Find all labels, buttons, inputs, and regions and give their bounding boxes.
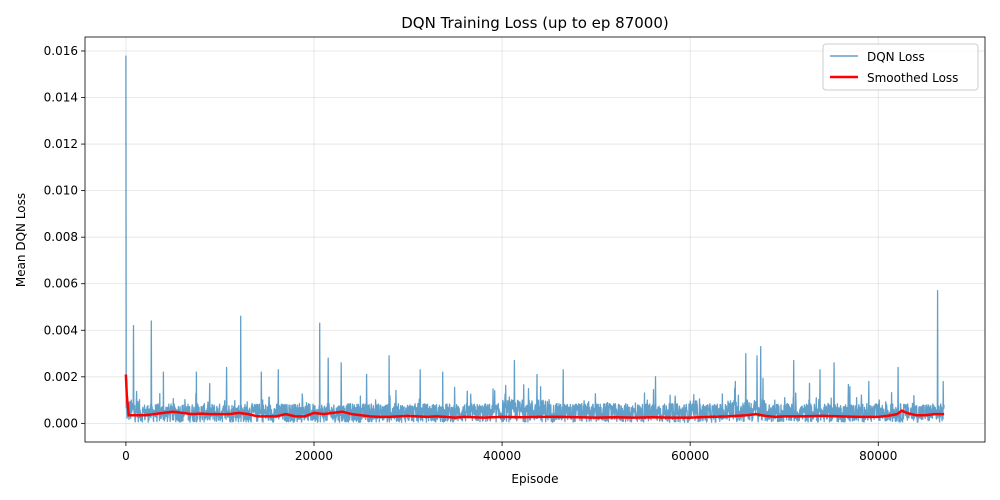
x-tick-label: 80000 [859, 449, 897, 463]
x-tick-label: 60000 [671, 449, 709, 463]
y-tick-label: 0.008 [44, 230, 78, 244]
plot-frame [84, 36, 986, 443]
dqn-loss-line [125, 55, 945, 423]
y-tick-label: 0.004 [44, 323, 78, 337]
grid-lines [85, 37, 985, 442]
legend-label-smoothed-loss: Smoothed Loss [867, 71, 958, 85]
y-axis-ticks: 0.000 0.002 0.004 0.006 0.008 0.010 0.012 0.014… [44, 44, 85, 430]
y-tick-label: 0.000 [44, 416, 78, 430]
legend: DQN Loss Smoothed Loss [822, 43, 979, 91]
y-tick-label: 0.006 [44, 277, 78, 291]
y-tick-label: 0.002 [44, 370, 78, 384]
chart-title: DQN Training Loss (up to ep 87000) [401, 14, 669, 32]
x-tick-label: 0 [122, 449, 130, 463]
y-tick-label: 0.016 [44, 44, 78, 58]
series-smoothed-loss [124, 374, 945, 419]
y-tick-label: 0.010 [44, 184, 78, 198]
smoothed-loss-line [124, 374, 945, 419]
legend-label-dqn-loss: DQN Loss [867, 50, 925, 64]
x-axis-label: Episode [511, 472, 558, 486]
x-tick-label: 20000 [295, 449, 333, 463]
plot-series-group [124, 55, 945, 423]
y-tick-label: 0.012 [44, 137, 78, 151]
x-axis-ticks: 0 20000 40000 60000 80000 [122, 442, 897, 463]
x-tick-label: 40000 [483, 449, 521, 463]
y-tick-label: 0.014 [44, 91, 78, 105]
y-axis-label: Mean DQN Loss [14, 193, 28, 287]
series-dqn-loss [125, 55, 945, 423]
legend-frame [822, 43, 979, 91]
